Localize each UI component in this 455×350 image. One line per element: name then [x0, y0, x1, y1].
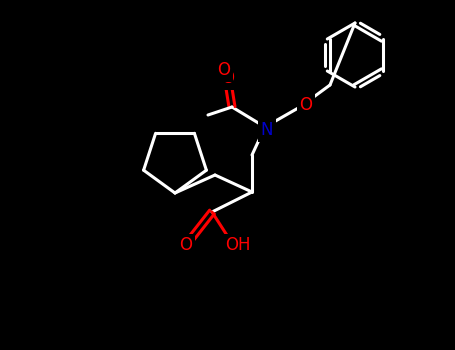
Text: OH: OH — [225, 236, 251, 254]
Text: O: O — [299, 96, 313, 114]
Text: O: O — [222, 69, 234, 87]
Text: O: O — [217, 61, 231, 79]
Text: O: O — [180, 236, 192, 254]
Text: N: N — [261, 121, 273, 139]
